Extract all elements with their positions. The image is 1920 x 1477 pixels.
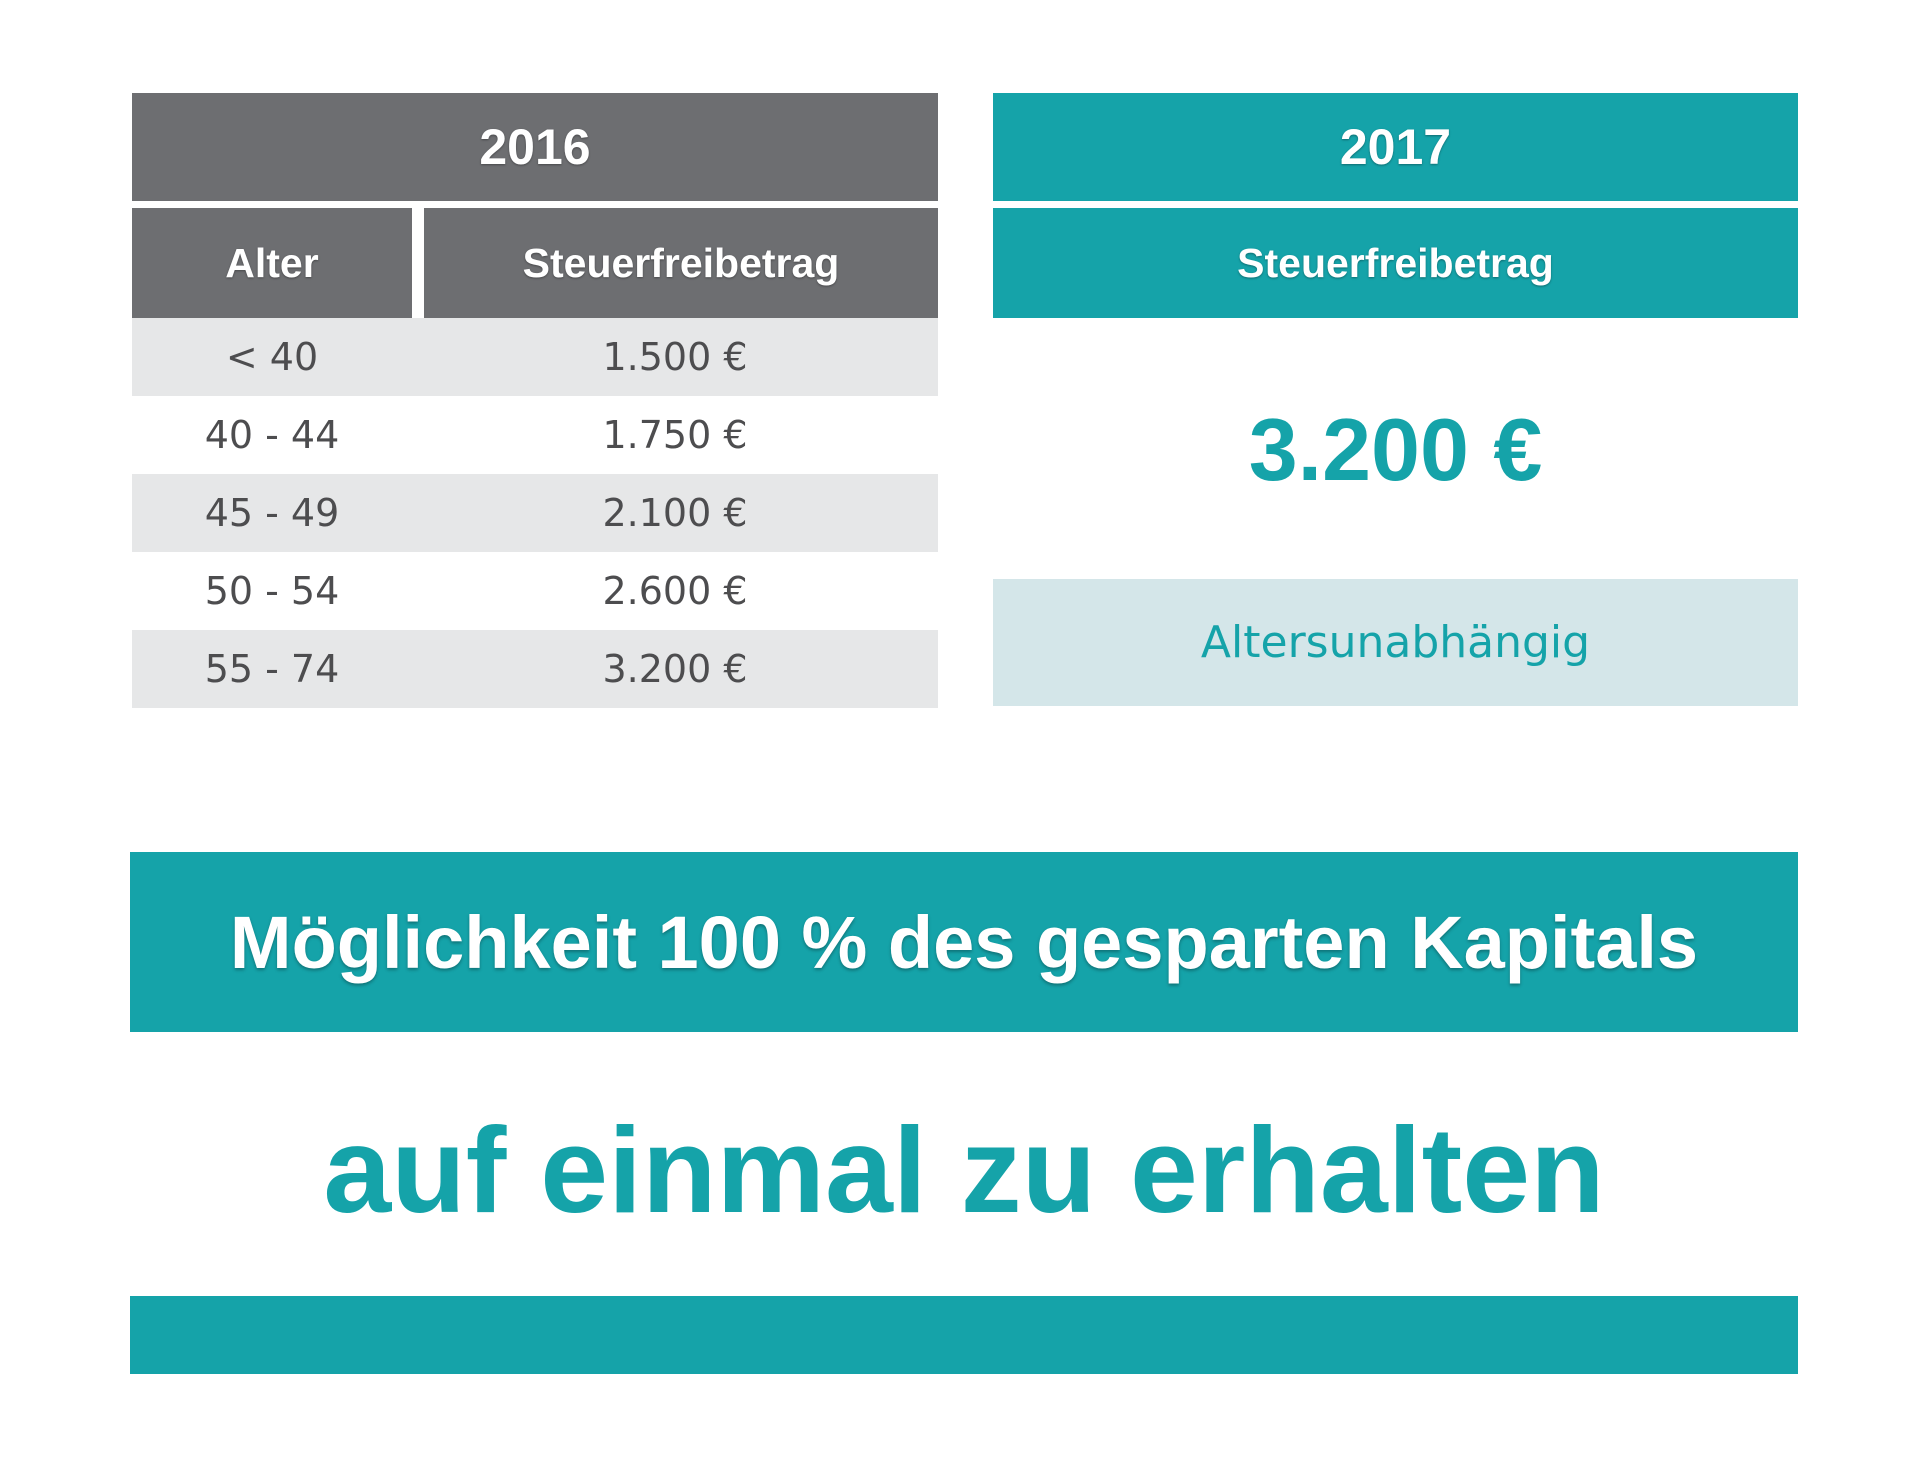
column-header-tax-allowance-2017: Steuerfreibetrag [993, 208, 1798, 318]
age-independent-label: Altersunabhängig [993, 579, 1798, 706]
amount-cell: 2.600 € [602, 569, 748, 613]
column-header-tax-allowance-2016: Steuerfreibetrag [424, 208, 938, 318]
table-row: 45 - 49 2.100 € [132, 474, 938, 552]
amount-cell: 3.200 € [602, 647, 748, 691]
year-2016-header: 2016 [132, 93, 938, 201]
amount-cell: 1.750 € [602, 413, 748, 457]
capital-banner: Möglichkeit 100 % des gesparten Kapitals [130, 852, 1798, 1032]
age-cell: 50 - 54 [204, 569, 340, 613]
footer-bar [130, 1296, 1798, 1374]
age-cell: 45 - 49 [204, 491, 340, 535]
amount-cell: 1.500 € [602, 335, 748, 379]
column-header-age: Alter [132, 208, 412, 318]
year-2017-header: 2017 [993, 93, 1798, 201]
table-row: 50 - 54 2.600 € [132, 552, 938, 630]
age-cell: 40 - 44 [204, 413, 340, 457]
age-cell: < 40 [225, 335, 319, 379]
age-cell: 55 - 74 [204, 647, 340, 691]
table-row: < 40 1.500 € [132, 318, 938, 396]
table-row: 40 - 44 1.750 € [132, 396, 938, 474]
slogan-text: auf einmal zu erhalten [323, 1102, 1605, 1238]
table-row: 55 - 74 3.200 € [132, 630, 938, 708]
amount-cell: 2.100 € [602, 491, 748, 535]
tax-allowance-2017-amount: 3.200 € [1248, 400, 1543, 499]
